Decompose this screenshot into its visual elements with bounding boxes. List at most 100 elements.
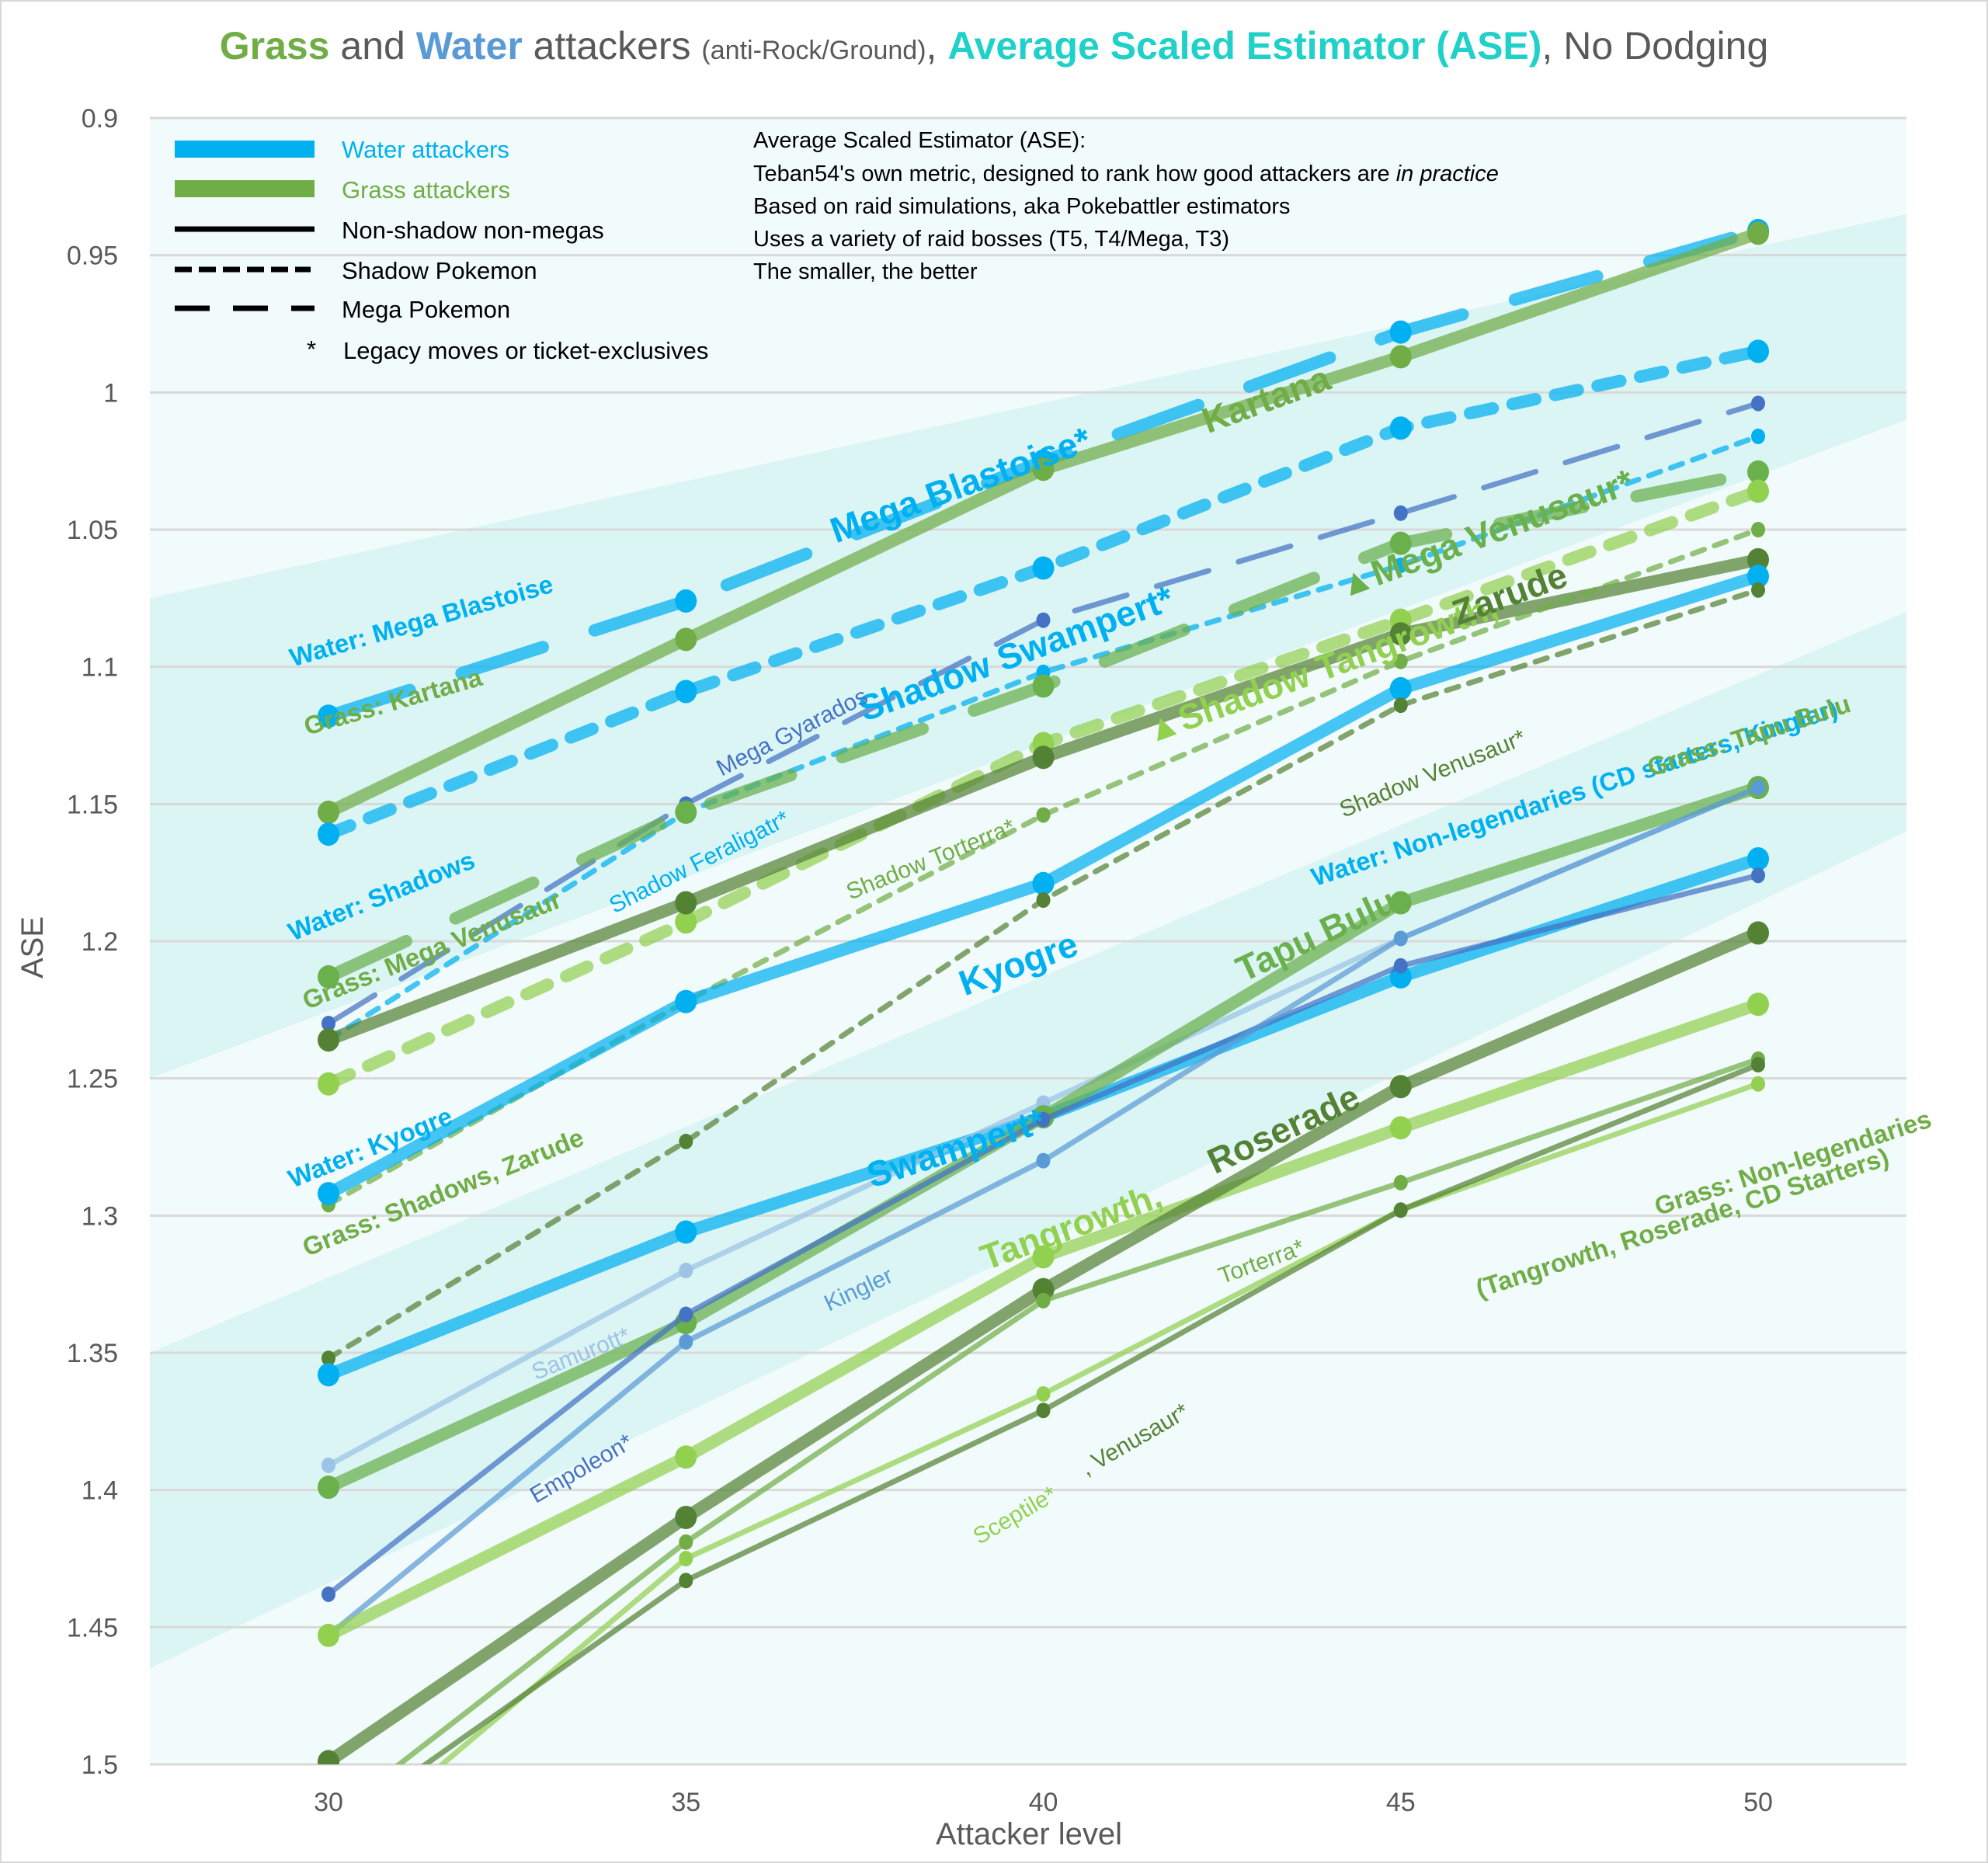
data-point — [1393, 958, 1408, 974]
series-shadow-swampert — [318, 339, 1769, 846]
y-tick-label: 1.05 — [67, 516, 118, 545]
series-kingler — [321, 780, 1765, 1643]
note-line-4: Uses a variety of raid bosses (T5, T4/Me… — [753, 227, 1229, 252]
y-axis-label: ASE — [16, 916, 50, 978]
data-point — [675, 680, 697, 704]
x-axis-label: Attacker level — [936, 1817, 1122, 1851]
data-point — [1036, 612, 1051, 628]
title-scope: (anti-Rock/Ground) — [701, 36, 926, 65]
x-tick-label: 45 — [1386, 1788, 1416, 1817]
y-tick-label: 1.1 — [82, 653, 118, 683]
data-point — [318, 822, 339, 846]
data-point — [675, 1220, 697, 1244]
data-point — [318, 1363, 339, 1387]
data-point — [318, 704, 339, 728]
data-point — [1751, 867, 1765, 884]
data-point — [321, 1825, 335, 1840]
note-line-2-italic: in practice — [1396, 162, 1499, 186]
data-point — [1389, 891, 1412, 915]
data-point — [1747, 565, 1769, 589]
data-point — [675, 1506, 697, 1529]
series-venusaur — [321, 1057, 1765, 1840]
y-tick-label: 1.5 — [82, 1750, 118, 1780]
data-point — [1036, 1111, 1051, 1128]
data-point — [1393, 557, 1408, 573]
title-comma: , — [926, 24, 948, 68]
series-empoleon — [321, 867, 1765, 1602]
data-point — [1032, 871, 1055, 895]
legend: Water attackers Grass attackers Non-shad… — [175, 136, 708, 364]
data-point — [1032, 556, 1055, 580]
x-axis-ticks: 30 35 40 45 50 — [314, 1788, 1773, 1817]
y-tick-label: 1.45 — [67, 1613, 118, 1642]
data-point — [1036, 892, 1051, 908]
gridlines — [150, 116, 1906, 1766]
title-ase: Average Scaled Estimator (ASE) — [947, 24, 1542, 68]
data-point — [1389, 345, 1412, 369]
legend-label-shadow: Shadow Pokemon — [342, 257, 537, 284]
note-line-2: Teban54's own metric, designed to rank h… — [753, 162, 1499, 186]
data-point — [675, 891, 697, 915]
series-kartana — [318, 221, 1769, 824]
data-point — [675, 989, 697, 1013]
data-point — [675, 589, 697, 613]
data-point — [1389, 1116, 1412, 1140]
x-tick-label: 35 — [671, 1788, 700, 1817]
data-point — [679, 1333, 693, 1350]
note-line-2-text: Teban54's own metric, designed to rank h… — [753, 162, 1396, 186]
data-point — [1747, 339, 1769, 363]
title-attackers: attackers — [522, 24, 702, 68]
title-comma-2: , — [1541, 24, 1564, 68]
title-grass: Grass — [219, 24, 330, 68]
data-point — [1032, 457, 1055, 481]
data-point — [1389, 676, 1412, 700]
y-tick-label: 1.25 — [67, 1065, 118, 1094]
data-point — [318, 1475, 339, 1500]
data-point — [1747, 847, 1769, 871]
data-point — [318, 800, 339, 824]
data-point — [1393, 697, 1408, 714]
data-point — [1393, 505, 1408, 521]
data-point — [675, 1445, 697, 1469]
data-point — [1389, 416, 1412, 440]
x-tick-label: 50 — [1743, 1788, 1773, 1817]
data-point — [675, 800, 697, 824]
data-point — [1032, 746, 1055, 770]
y-tick-label: 1.15 — [67, 790, 118, 819]
series-zarude — [318, 547, 1769, 1052]
data-point — [679, 1133, 693, 1149]
note-line-5: The smaller, the better — [753, 259, 978, 284]
data-point — [679, 1306, 693, 1323]
legend-label-water: Water attackers — [342, 136, 509, 163]
data-point — [1393, 930, 1408, 947]
data-point — [1751, 582, 1765, 598]
y-tick-label: 1.4 — [82, 1476, 118, 1506]
data-point — [679, 1534, 693, 1550]
data-point — [1747, 921, 1769, 945]
legend-asterisk: * — [307, 335, 316, 363]
data-point — [1389, 1075, 1412, 1099]
data-point — [1032, 1277, 1055, 1302]
data-point — [321, 1853, 335, 1863]
data-point — [1751, 1076, 1765, 1092]
legend-label-mega: Mega Pokemon — [342, 296, 510, 323]
data-point — [1747, 221, 1769, 245]
data-point — [675, 627, 697, 652]
data-point — [321, 1016, 335, 1031]
data-point — [1036, 1292, 1051, 1309]
series-mega-gyarados — [321, 395, 1765, 1031]
title-dodging: No Dodging — [1563, 24, 1769, 68]
x-tick-label: 40 — [1029, 1788, 1058, 1817]
data-point — [1751, 428, 1765, 444]
data-point — [1032, 674, 1055, 698]
y-tick-label: 0.9 — [82, 104, 118, 134]
data-point — [1389, 622, 1412, 646]
data-point — [1036, 1402, 1051, 1419]
title-water: Water — [415, 24, 523, 68]
data-point — [1393, 653, 1408, 669]
data-point — [1751, 522, 1765, 537]
ase-notes: Average Scaled Estimator (ASE): Teban54'… — [753, 128, 1499, 284]
data-point — [321, 1586, 335, 1602]
data-point — [318, 1623, 339, 1647]
